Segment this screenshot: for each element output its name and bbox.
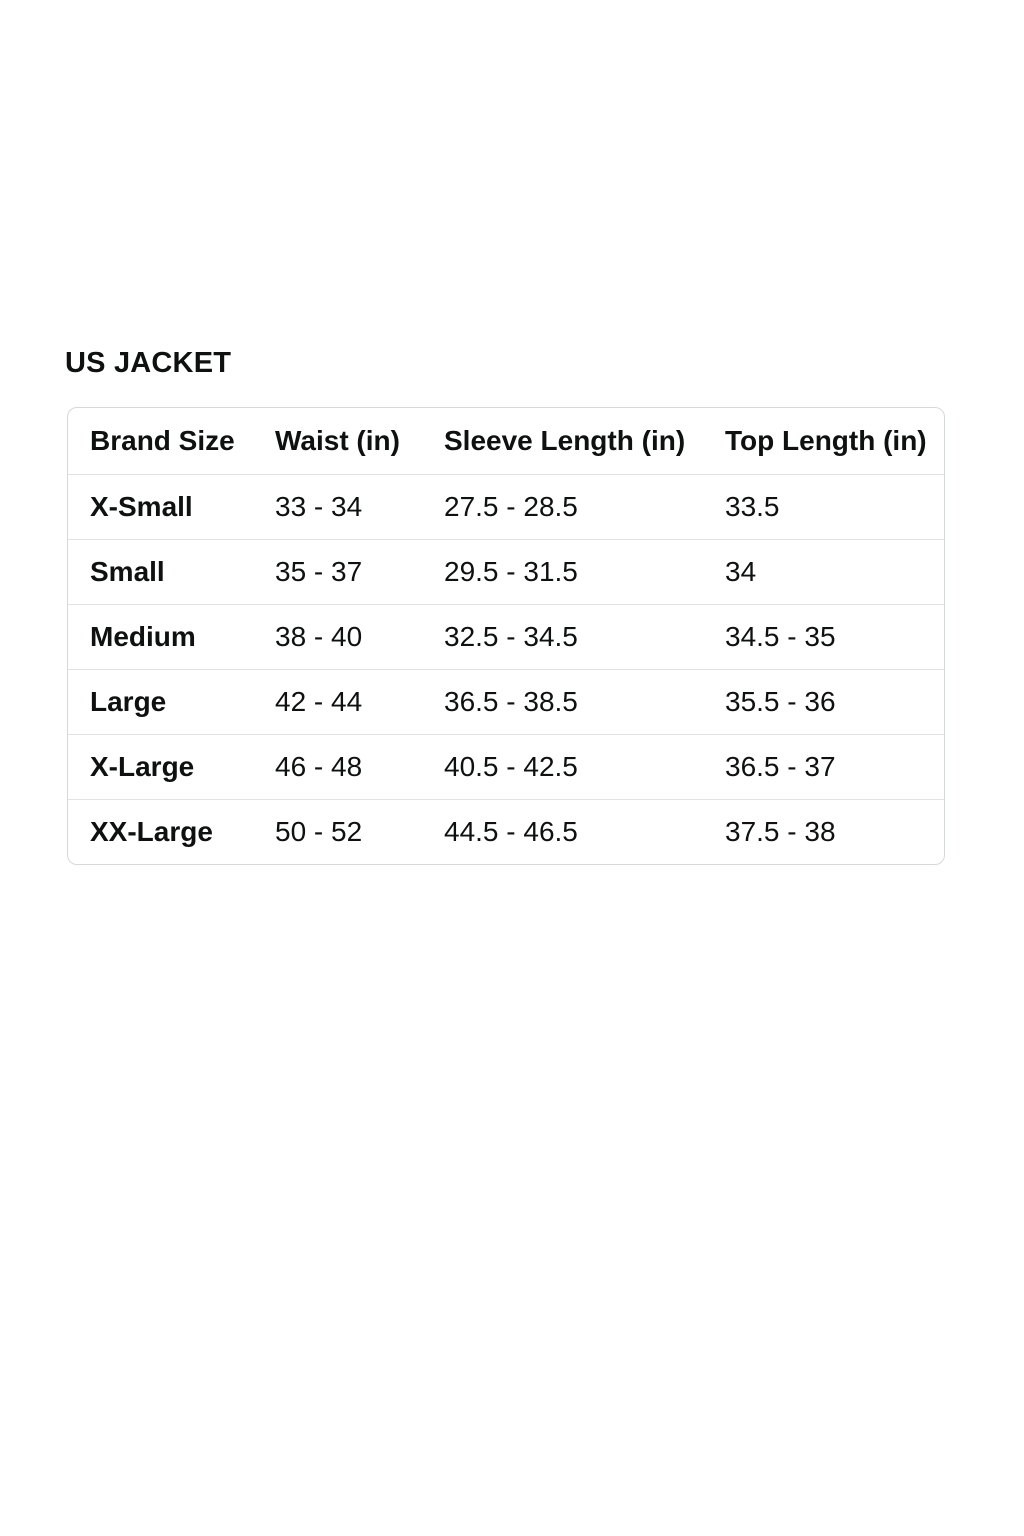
cell-value: 50 - 52 — [275, 799, 444, 864]
row-label: XX-Large — [68, 799, 275, 864]
cell-value: 46 - 48 — [275, 734, 444, 800]
column-header-brand-size: Brand Size — [90, 425, 235, 456]
cell-value: 34.5 - 35 — [725, 604, 944, 670]
row-label: Large — [68, 669, 275, 735]
cell-value: 42 - 44 — [275, 669, 444, 735]
cell-value: 37.5 - 38 — [725, 799, 944, 864]
size-table-card: Brand Size Waist (in) Sleeve Length (in) To… — [67, 407, 945, 865]
table-row: Medium 38 - 40 32.5 - 34.5 34.5 - 35 — [68, 604, 944, 670]
table-row: X-Large 46 - 48 40.5 - 42.5 36.5 - 37 — [68, 734, 944, 800]
cell-value: 35 - 37 — [275, 539, 444, 605]
table-body: X-Small 33 - 34 27.5 - 28.5 33.5 Small 35 - 3… — [68, 474, 944, 864]
table-row: Small 35 - 37 29.5 - 31.5 34 — [68, 539, 944, 605]
cell-value: 36.5 - 37 — [725, 734, 944, 800]
cell-value: 38 - 40 — [275, 604, 444, 670]
cell-value: 36.5 - 38.5 — [444, 669, 725, 735]
cell-value: 44.5 - 46.5 — [444, 799, 725, 864]
cell-value: 33 - 34 — [275, 474, 444, 540]
table-head: Brand Size Waist (in) Sleeve Length (in) To… — [68, 408, 944, 475]
table-row: X-Small 33 - 34 27.5 - 28.5 33.5 — [68, 474, 944, 540]
row-label: X-Large — [68, 734, 275, 800]
cell-value: 34 — [725, 539, 944, 605]
table-row: XX-Large 50 - 52 44.5 - 46.5 37.5 - 38 — [68, 799, 944, 864]
size-table: Brand Size Waist (in) Sleeve Length (in) To… — [68, 408, 944, 864]
table-header-row: Brand Size Waist (in) Sleeve Length (in) To… — [68, 408, 944, 475]
column-header-top-length-in: Top Length (in) — [725, 425, 927, 456]
column-header-waist-in: Waist (in) — [275, 425, 400, 456]
column-header-sleeve-length-in: Sleeve Length (in) — [444, 425, 686, 456]
cell-value: 40.5 - 42.5 — [444, 734, 725, 800]
cell-value: 29.5 - 31.5 — [444, 539, 725, 605]
table-row: Large 42 - 44 36.5 - 38.5 35.5 - 36 — [68, 669, 944, 735]
cell-value: 27.5 - 28.5 — [444, 474, 725, 540]
cell-value: 33.5 — [725, 474, 944, 540]
section-title: US JACKET — [65, 347, 232, 379]
row-label: X-Small — [68, 474, 275, 540]
row-label: Small — [68, 539, 275, 605]
row-label: Medium — [68, 604, 275, 670]
cell-value: 35.5 - 36 — [725, 669, 944, 735]
cell-value: 32.5 - 34.5 — [444, 604, 725, 670]
